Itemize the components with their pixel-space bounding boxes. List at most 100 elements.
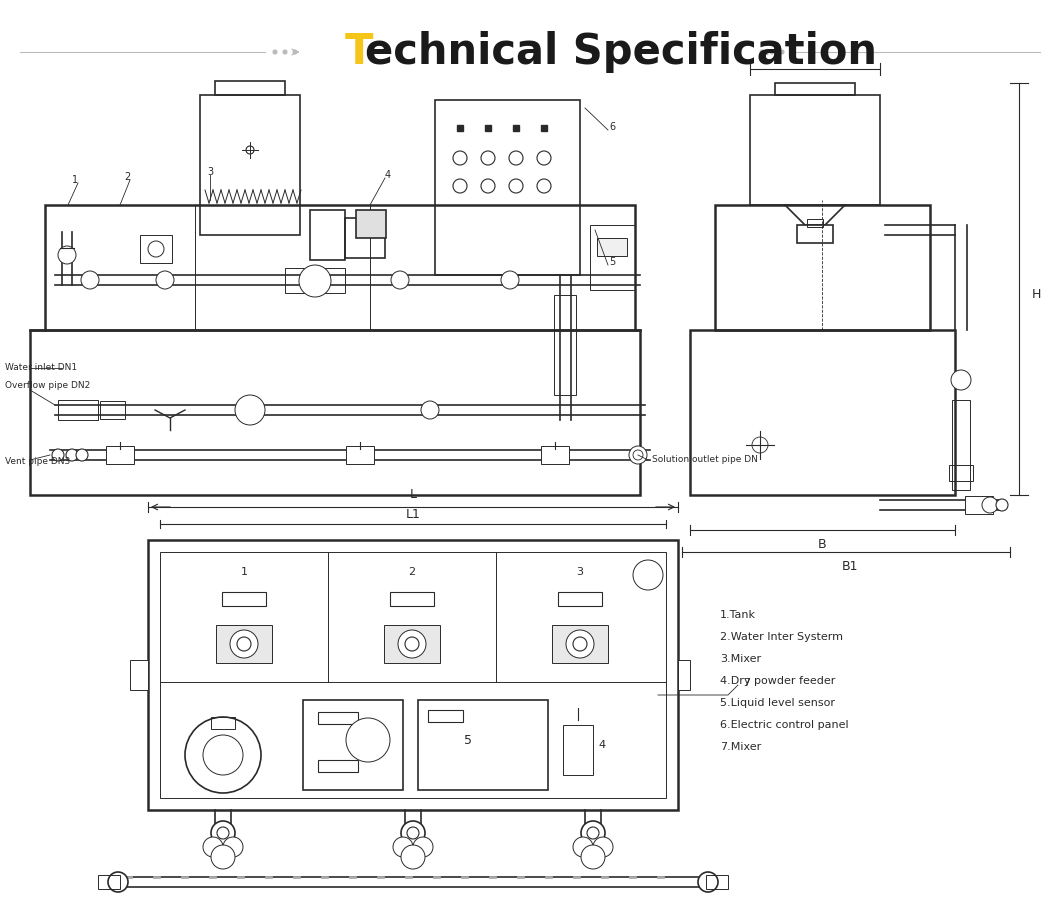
Circle shape <box>770 50 774 54</box>
Bar <box>160 552 666 798</box>
Circle shape <box>566 630 594 658</box>
Circle shape <box>66 449 78 461</box>
Bar <box>541 446 569 464</box>
Bar <box>148 540 678 810</box>
Circle shape <box>58 246 76 264</box>
Circle shape <box>593 837 613 857</box>
Bar <box>418 700 548 790</box>
Bar <box>750 95 880 205</box>
Bar <box>140 235 172 263</box>
Circle shape <box>573 637 587 651</box>
Circle shape <box>217 827 229 839</box>
Circle shape <box>223 837 243 857</box>
Bar <box>552 625 608 663</box>
Text: 4.Dry powder feeder: 4.Dry powder feeder <box>720 676 835 686</box>
Bar <box>965 496 993 514</box>
Text: 3.Mixer: 3.Mixer <box>720 654 761 664</box>
Circle shape <box>186 717 261 793</box>
Circle shape <box>982 497 999 513</box>
Bar <box>106 446 134 464</box>
Text: 6.Electric control panel: 6.Electric control panel <box>720 720 849 730</box>
Text: 1.Tank: 1.Tank <box>720 610 756 620</box>
Bar <box>435 100 580 275</box>
Circle shape <box>204 837 223 857</box>
Circle shape <box>283 50 287 54</box>
Circle shape <box>156 271 174 289</box>
Circle shape <box>407 827 419 839</box>
Text: 7: 7 <box>743 678 750 688</box>
Bar <box>558 592 602 606</box>
Bar <box>310 210 344 260</box>
Text: 2: 2 <box>408 567 416 577</box>
Circle shape <box>421 401 439 419</box>
Text: B1: B1 <box>842 560 859 574</box>
Circle shape <box>293 50 297 54</box>
Bar <box>211 717 235 729</box>
Text: 5: 5 <box>464 734 472 746</box>
Text: Water inlet DN1: Water inlet DN1 <box>5 364 77 373</box>
Text: 5.Liquid level sensor: 5.Liquid level sensor <box>720 698 835 708</box>
Text: 1: 1 <box>241 567 247 577</box>
Circle shape <box>230 630 258 658</box>
Circle shape <box>273 50 277 54</box>
Circle shape <box>346 718 390 762</box>
Bar <box>318 712 358 724</box>
Bar <box>554 295 576 395</box>
Circle shape <box>148 241 164 257</box>
Text: L: L <box>409 488 417 500</box>
Circle shape <box>780 50 784 54</box>
Bar <box>563 725 593 775</box>
Circle shape <box>108 872 128 892</box>
Circle shape <box>629 446 647 464</box>
Bar <box>318 760 358 772</box>
Text: 4: 4 <box>385 170 391 180</box>
Bar <box>346 446 374 464</box>
Bar <box>100 401 125 419</box>
Bar <box>807 219 823 227</box>
Text: 4: 4 <box>598 740 605 750</box>
Circle shape <box>951 370 971 390</box>
Bar <box>30 330 640 495</box>
Bar <box>690 330 955 495</box>
Circle shape <box>633 450 643 460</box>
Circle shape <box>211 821 235 845</box>
Circle shape <box>633 560 662 590</box>
Text: 2: 2 <box>124 172 130 182</box>
Bar <box>952 400 970 490</box>
Bar <box>215 81 285 95</box>
Circle shape <box>211 845 235 869</box>
Circle shape <box>413 837 432 857</box>
Text: Solution outlet pipe DN: Solution outlet pipe DN <box>652 455 758 464</box>
Bar <box>130 660 148 690</box>
Bar <box>98 875 120 889</box>
Bar <box>678 660 690 690</box>
Text: 1: 1 <box>72 175 78 185</box>
Circle shape <box>311 271 329 289</box>
Circle shape <box>204 735 243 775</box>
Bar <box>384 625 440 663</box>
Circle shape <box>76 449 88 461</box>
Bar <box>344 218 385 258</box>
Text: H: H <box>1032 288 1041 302</box>
Bar <box>797 225 833 243</box>
Bar <box>775 83 855 95</box>
Circle shape <box>573 837 593 857</box>
Bar <box>303 700 403 790</box>
Circle shape <box>405 637 419 651</box>
Text: 5: 5 <box>608 257 615 267</box>
Circle shape <box>996 499 1008 511</box>
Circle shape <box>587 827 599 839</box>
Circle shape <box>237 637 251 651</box>
Bar <box>716 205 930 330</box>
Bar <box>285 268 345 293</box>
Circle shape <box>391 271 409 289</box>
Bar <box>45 205 635 330</box>
Bar <box>356 210 386 238</box>
Bar <box>706 875 728 889</box>
Text: 2.Water Inter Systerm: 2.Water Inter Systerm <box>720 632 843 642</box>
Bar <box>390 592 434 606</box>
Bar <box>428 710 463 722</box>
Circle shape <box>453 151 467 165</box>
Circle shape <box>760 50 764 54</box>
Text: 7.Mixer: 7.Mixer <box>720 742 761 752</box>
